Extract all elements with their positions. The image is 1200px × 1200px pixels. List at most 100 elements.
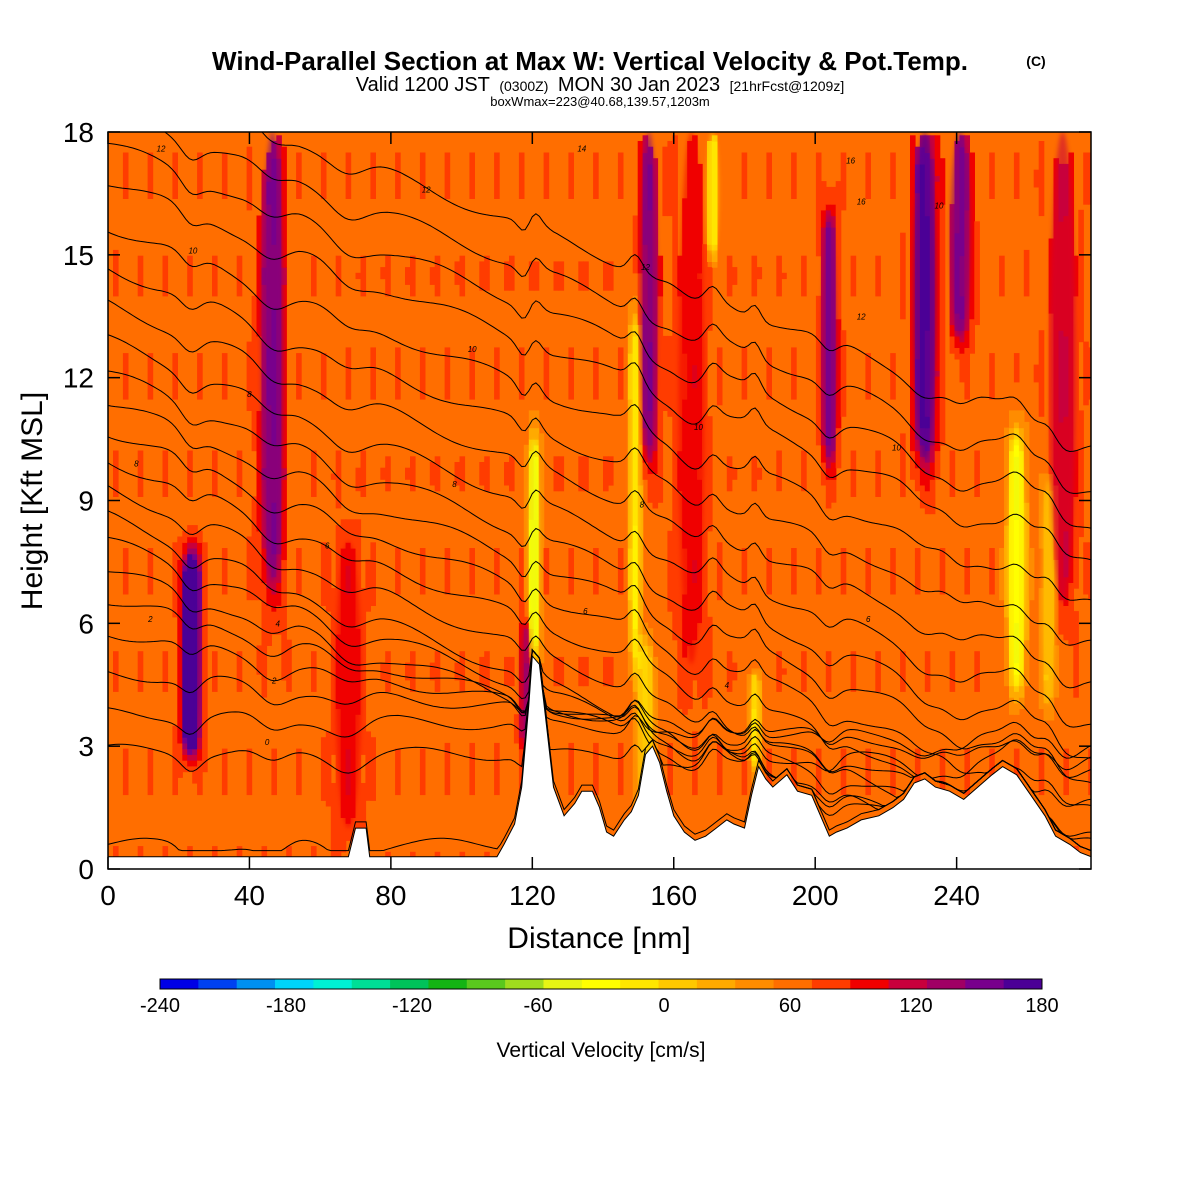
velocity-cell xyxy=(182,742,188,750)
velocity-cell xyxy=(221,353,228,400)
velocity-cell xyxy=(528,410,535,429)
velocity-cell xyxy=(197,542,203,555)
velocity-cell xyxy=(197,353,203,400)
velocity-cell xyxy=(989,548,995,595)
theta-contour-line xyxy=(108,268,1091,646)
colorbar-cell xyxy=(696,979,736,989)
valid-prefix: Valid 1200 JST xyxy=(356,74,490,96)
velocity-cell xyxy=(187,548,193,555)
velocity-cell xyxy=(122,353,129,400)
theta-contour-line xyxy=(108,648,1091,759)
velocity-cell xyxy=(919,484,926,509)
theta-contour-line xyxy=(108,334,1091,728)
velocity-cell xyxy=(256,215,263,337)
velocity-cell xyxy=(335,525,342,635)
velocity-cell xyxy=(256,410,263,532)
velocity-cell xyxy=(632,215,639,274)
velocity-cell xyxy=(509,456,515,492)
velocity-cell xyxy=(454,662,461,681)
velocity-cell xyxy=(652,473,659,509)
contour-label: 14 xyxy=(577,144,586,153)
velocity-cell xyxy=(182,553,188,560)
x-tick-label: 80 xyxy=(375,880,406,911)
velocity-cell xyxy=(509,656,515,687)
velocity-cell xyxy=(825,479,832,509)
velocity-cell xyxy=(345,347,352,400)
velocity-cell xyxy=(410,651,416,692)
velocity-cell xyxy=(1033,364,1040,383)
velocity-cell xyxy=(825,467,832,480)
velocity-cell xyxy=(192,548,198,555)
theta-contour-line xyxy=(108,436,1091,806)
velocity-cell xyxy=(459,651,466,692)
velocity-plume xyxy=(529,439,540,657)
velocity-cell xyxy=(296,748,302,796)
velocity-cell xyxy=(518,347,525,400)
velocity-cell xyxy=(1083,542,1089,595)
velocity-cell xyxy=(865,748,871,796)
velocity-cell xyxy=(419,347,426,400)
velocity-cell xyxy=(147,548,154,595)
velocity-cell xyxy=(959,353,966,383)
velocity-cell xyxy=(964,548,970,595)
velocity-cell xyxy=(692,639,698,681)
velocity-cell xyxy=(518,737,525,750)
y-tick-label: 3 xyxy=(78,731,94,762)
velocity-cell xyxy=(1038,748,1045,796)
velocity-cell xyxy=(113,651,119,692)
velocity-cell xyxy=(1018,697,1025,710)
chart-title: Wind-Parallel Section at Max W: Vertical… xyxy=(212,46,968,76)
velocity-cell xyxy=(914,450,921,469)
velocity-cell xyxy=(677,490,683,710)
colorbar-cell xyxy=(658,979,698,989)
velocity-cell xyxy=(320,152,327,199)
velocity-cell xyxy=(528,639,535,652)
velocity-cell xyxy=(484,255,490,291)
velocity-cell xyxy=(182,737,188,744)
velocity-cell xyxy=(642,444,649,463)
contour-label: 12 xyxy=(641,263,650,272)
velocity-cell xyxy=(830,450,837,463)
velocity-cell xyxy=(801,651,807,692)
contour-label: 6 xyxy=(325,542,330,551)
velocity-cell xyxy=(494,347,500,400)
velocity-cell xyxy=(647,645,654,658)
velocity-cell xyxy=(221,548,228,595)
velocity-cell xyxy=(766,347,772,400)
velocity-cell xyxy=(523,444,530,601)
velocity-cell xyxy=(281,479,287,561)
velocity-cell xyxy=(1083,152,1089,205)
velocity-cell xyxy=(494,152,500,199)
velocity-cell xyxy=(365,731,371,801)
velocity-cell xyxy=(929,135,936,159)
velocity-cell xyxy=(617,347,624,400)
velocity-cell xyxy=(1038,330,1045,417)
velocity-cell xyxy=(276,605,282,635)
velocity-cell xyxy=(1038,141,1045,217)
velocity-cell xyxy=(914,146,921,165)
velocity-cell xyxy=(221,748,228,796)
velocity-cell xyxy=(320,353,327,400)
y-tick-label: 6 xyxy=(78,608,94,639)
velocity-cell xyxy=(395,748,401,796)
velocity-cell xyxy=(627,651,634,681)
colorbar-cells xyxy=(160,979,1043,989)
velocity-cell xyxy=(1023,639,1030,687)
velocity-cell xyxy=(330,783,337,869)
velocity-cell xyxy=(875,450,881,497)
velocity-cell xyxy=(469,347,475,400)
velocity-cell xyxy=(910,135,916,452)
velocity-cell xyxy=(637,444,644,486)
velocity-cell xyxy=(246,146,253,211)
velocity-cell xyxy=(182,565,188,572)
velocity-cell xyxy=(731,267,738,285)
velocity-cell xyxy=(929,462,936,480)
colorbar-tick-label: -240 xyxy=(140,995,180,1017)
velocity-cell xyxy=(850,450,857,497)
velocity-cell xyxy=(825,456,832,469)
theta-contours xyxy=(108,132,1091,852)
velocity-cell xyxy=(820,181,827,211)
velocity-cell xyxy=(830,186,837,205)
